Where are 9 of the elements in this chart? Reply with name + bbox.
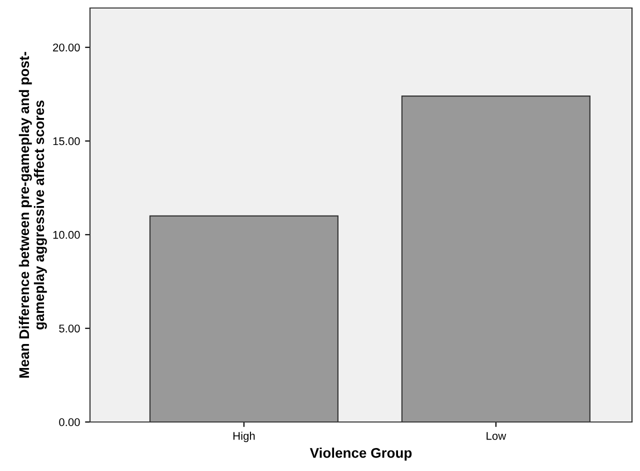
x-tick-label: High <box>233 432 255 442</box>
y-tick-label: 10.00 <box>53 230 80 239</box>
x-axis-title: Violence Group <box>310 448 412 461</box>
y-tick-label: 0.00 <box>59 418 80 426</box>
y-tick-label: 5.00 <box>59 324 80 332</box>
x-tick-label: Low <box>486 432 506 440</box>
y-tick-label: 15.00 <box>53 137 80 146</box>
y-tick-label: 20.00 <box>53 44 80 52</box>
y-axis-title: Mean Difference between pre-gameplay and post- gameplay aggressive affect scores <box>18 52 47 378</box>
